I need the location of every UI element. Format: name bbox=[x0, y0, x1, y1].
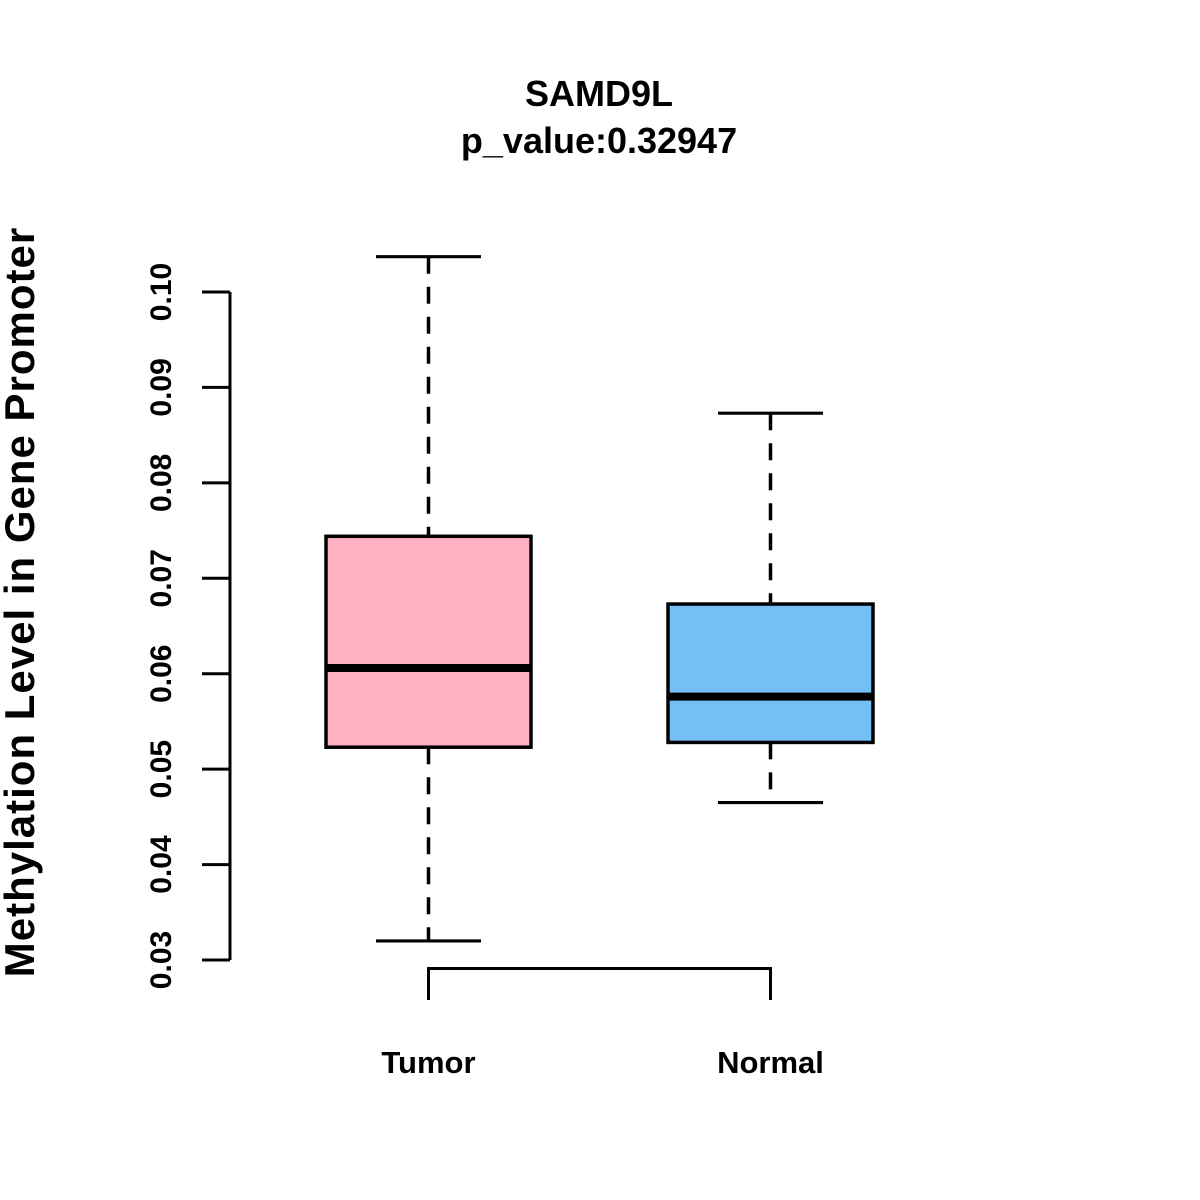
y-tick-label: 0.03 bbox=[145, 931, 178, 989]
y-tick-label: 0.06 bbox=[145, 645, 178, 703]
chart-title: SAMD9L bbox=[525, 73, 673, 114]
box-tumor bbox=[324, 534, 533, 749]
x-group-label: Normal bbox=[717, 1045, 824, 1080]
y-tick-label: 0.07 bbox=[145, 549, 178, 607]
y-tick-label: 0.08 bbox=[145, 454, 178, 512]
y-tick-label: 0.04 bbox=[145, 835, 178, 894]
y-axis-label: Methylation Level in Gene Promoter bbox=[0, 227, 43, 977]
x-axis-bracket bbox=[427, 967, 772, 1000]
y-tick-label: 0.05 bbox=[145, 740, 178, 798]
chart-subtitle: p_value:0.32947 bbox=[461, 120, 737, 161]
x-group-label: Tumor bbox=[381, 1045, 475, 1080]
y-tick-label: 0.09 bbox=[145, 358, 178, 416]
y-tick-label: 0.10 bbox=[145, 263, 178, 321]
plot-area: 0.03 0.04 0.05 0.06 0.07 0.08 0.09 0.10 Tumor Nor… bbox=[145, 255, 875, 1080]
box-normal bbox=[666, 602, 875, 745]
